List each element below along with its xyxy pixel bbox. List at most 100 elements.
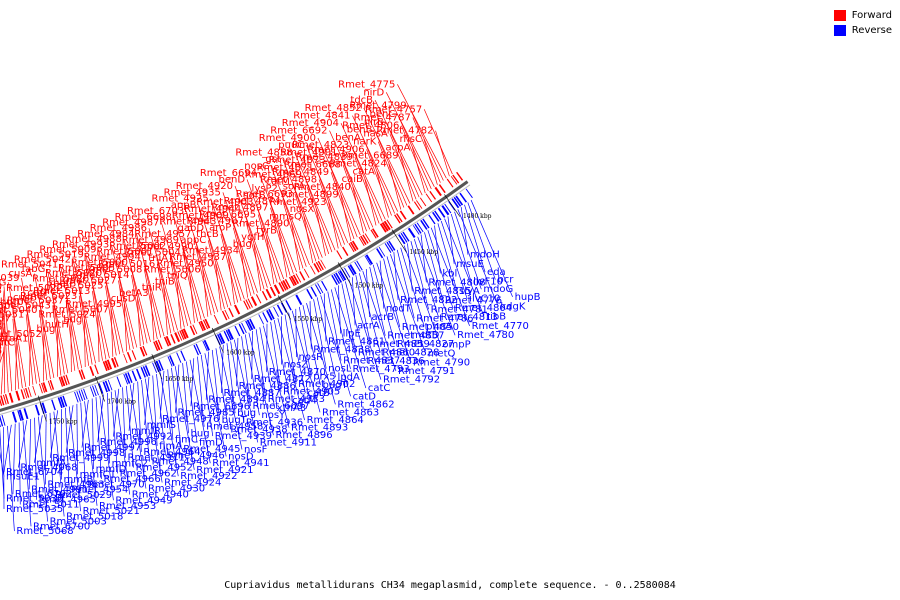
forward-gene-label: Rmet_5008 (85, 265, 142, 276)
forward-gene-label-connector (155, 251, 175, 332)
forward-feature (261, 290, 268, 301)
forward-gene-labels: Rmet_5076 Rmet_5066 bugT Rmet_5053 Rmet_5064… (0, 79, 434, 357)
tick-label: 1600 kbp (226, 349, 255, 356)
reverse-gene-label-connector (259, 327, 276, 409)
reverse-feature (378, 246, 386, 257)
forward-gene-label-connector (339, 152, 371, 230)
reverse-gene-label-connector (49, 412, 54, 495)
reverse-gene-label: nosY (261, 410, 286, 421)
forward-feature (142, 345, 148, 356)
forward-gene-label-connector (85, 254, 110, 359)
reverse-gene-label: Rmet_4964 (143, 447, 200, 458)
forward-gene-label-connector (72, 259, 96, 364)
reverse-gene-label-connector (417, 236, 456, 336)
reverse-gene-label-connector (3, 424, 12, 473)
forward-gene-label: puuC (278, 140, 304, 151)
forward-gene-label-connector (21, 277, 41, 383)
reverse-gene-label-connector (80, 402, 86, 485)
reverse-gene-label: Rmet_5011 (22, 499, 79, 510)
forward-gene-label: Rmet_5014 (72, 270, 129, 281)
forward-feature (282, 280, 289, 290)
forward-gene-label-connector (364, 179, 377, 226)
reverse-feature (1, 414, 6, 426)
forward-gene-label: Rmet_4799 (349, 101, 406, 112)
reverse-gene-label-connector (400, 247, 425, 327)
reverse-gene-label: Rmet_4971 (128, 453, 185, 464)
forward-feature (452, 174, 460, 184)
forward-feature (63, 375, 68, 386)
forward-gene-label-connector (3, 286, 13, 392)
reverse-gene-label-connector (248, 332, 274, 436)
forward-gene-label: hutG (0, 277, 6, 288)
reverse-gene-label: Rmet_4976 (162, 414, 219, 425)
reverse-feature (364, 255, 371, 266)
forward-gene-label: Rmet_4950 (156, 258, 213, 269)
forward-gene-label-connector (173, 216, 205, 319)
forward-gene-label-connector (258, 172, 297, 273)
reverse-gene-label: Rmet_4991 (31, 484, 88, 495)
reverse-gene-label-connector (174, 366, 195, 470)
forward-gene-label: Rmet_5013 (33, 286, 90, 297)
forward-gene-label: appB (171, 200, 197, 211)
forward-feature (170, 333, 176, 344)
reverse-gene-label: catM (292, 395, 316, 406)
reverse-gene-label: Rmet_4953 (99, 501, 156, 512)
forward-gene-label-connector (385, 92, 435, 187)
forward-feature (4, 394, 9, 404)
reverse-gene-label: metQ (428, 348, 456, 359)
forward-gene-label: Rmet_5070 (0, 318, 2, 329)
forward-gene-label: nosC (244, 161, 269, 172)
reverse-gene-label: Rmet_4776 (445, 295, 502, 306)
forward-feature (419, 197, 427, 207)
reverse-gene-label: Rmet_4872 (254, 374, 311, 385)
forward-gene-label-connector (136, 233, 165, 337)
reverse-feature (335, 272, 343, 283)
forward-gene-label: Rmet_5004 (124, 247, 181, 258)
forward-gene-label: Rmet_4901 (280, 148, 337, 159)
forward-gene-label-connector (270, 165, 310, 266)
forward-gene-label: Rmet_5006 (143, 264, 200, 275)
reverse-gene-label: fimA (159, 441, 182, 452)
forward-gene-label-connector (46, 269, 69, 374)
reverse-feature (41, 402, 47, 414)
reverse-feature (34, 404, 40, 416)
forward-gene-label: Rmet_5050 (0, 301, 11, 312)
legend: Forward Reverse (833, 8, 892, 38)
forward-gene-label: Rmet_5016 (98, 259, 155, 270)
forward-gene-label: Rmet_4944 (184, 204, 241, 215)
reverse-feature (23, 408, 29, 420)
forward-gene-label: Rmet_5039 (0, 273, 19, 284)
forward-feature (425, 193, 433, 203)
reverse-gene-label: Rmet_4954 (71, 485, 128, 496)
forward-gene-label-connector (78, 295, 90, 366)
reverse-feature (402, 231, 410, 242)
forward-feature (416, 200, 423, 209)
reverse-gene-label-connector (49, 410, 59, 458)
reverse-gene-label: Rmet_4861 (328, 336, 385, 347)
forward-feature (49, 379, 55, 390)
forward-gene-label-connector (230, 215, 255, 295)
reverse-gene-label-connector (182, 363, 189, 434)
legend-reverse: Reverse (833, 23, 892, 38)
forward-gene-label-connector (376, 171, 389, 218)
forward-gene-label-connector (195, 246, 212, 316)
forward-gene-label: betB (53, 278, 76, 289)
reverse-feature (420, 219, 428, 230)
reverse-gene-label-connector (306, 303, 336, 405)
reverse-feature (331, 274, 338, 286)
forward-gene-label-connector (123, 239, 151, 342)
forward-gene-label: Rmet_5019 (27, 250, 84, 261)
reverse-feature (17, 410, 22, 422)
reverse-gene-label-connector (137, 381, 142, 452)
reverse-gene-label-connector (226, 343, 236, 414)
reverse-gene-label-connector (159, 372, 179, 477)
reverse-gene-label-connector (390, 254, 427, 354)
forward-gene-label: Rmet_4993 (52, 239, 109, 250)
forward-feature (104, 360, 110, 371)
reverse-gene-label-connector (99, 395, 114, 501)
forward-gene-label-connector (0, 346, 5, 395)
forward-feature (450, 175, 458, 185)
forward-gene-label-connector (354, 157, 380, 224)
reverse-feature (127, 372, 133, 383)
